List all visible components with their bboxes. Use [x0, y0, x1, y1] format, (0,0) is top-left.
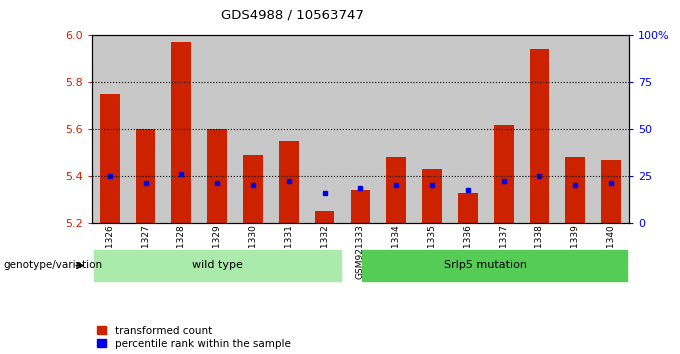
- Bar: [566, 158, 585, 223]
- Bar: [279, 141, 299, 223]
- Bar: [351, 190, 370, 223]
- Bar: [136, 129, 155, 223]
- Bar: [458, 193, 477, 223]
- Bar: [207, 129, 227, 223]
- Bar: [100, 94, 120, 223]
- Bar: [530, 50, 549, 223]
- Legend: transformed count, percentile rank within the sample: transformed count, percentile rank withi…: [97, 326, 290, 349]
- Bar: [386, 158, 406, 223]
- Bar: [315, 211, 335, 223]
- Text: GDS4988 / 10563747: GDS4988 / 10563747: [221, 9, 364, 22]
- Text: Srlp5 mutation: Srlp5 mutation: [444, 261, 527, 270]
- Bar: [601, 160, 621, 223]
- Bar: [494, 125, 513, 223]
- Bar: [171, 42, 191, 223]
- Text: wild type: wild type: [192, 261, 243, 270]
- Bar: [243, 155, 262, 223]
- Text: genotype/variation: genotype/variation: [3, 261, 103, 270]
- Bar: [422, 169, 442, 223]
